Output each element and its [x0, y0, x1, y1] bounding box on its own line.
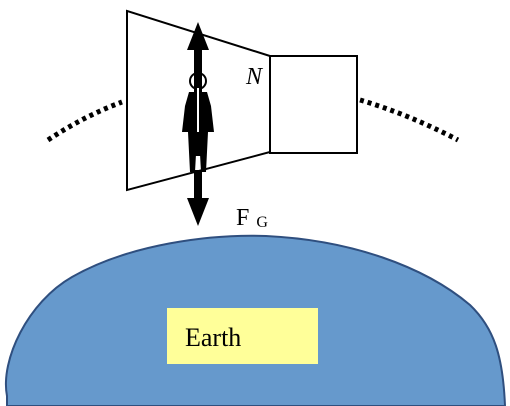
gravity-force-arrow [187, 170, 209, 226]
spacecraft-module [269, 55, 358, 154]
earth-label-box [167, 308, 318, 364]
earth-label: Earth [185, 323, 241, 352]
orbit-path-right [359, 97, 460, 143]
astronaut-figure [182, 72, 214, 172]
orbit-path-left [46, 99, 123, 143]
gravity-force-label-subscript: G [256, 214, 268, 231]
normal-force-label: N [245, 64, 264, 90]
gravity-force-label: F G [236, 205, 268, 231]
gravity-force-label-main: F [236, 205, 249, 231]
